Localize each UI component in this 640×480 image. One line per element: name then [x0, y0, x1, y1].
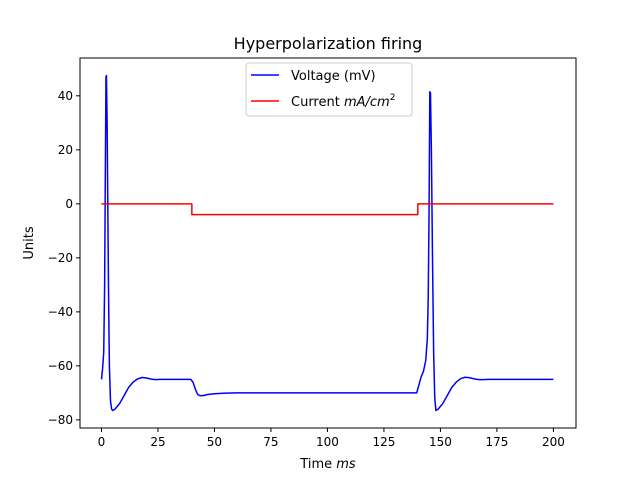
series-layer — [100, 74, 554, 412]
y-tick-label: 20 — [58, 143, 73, 157]
plot-area — [80, 58, 576, 428]
legend-box — [245, 62, 413, 117]
y-tick-label: −20 — [48, 251, 73, 265]
y-axis-ticks: −80 −60 −40 −20 0 20 40 — [48, 89, 80, 427]
y-tick-label: −40 — [48, 305, 73, 319]
y-tick-label: −80 — [48, 413, 73, 427]
x-axis-ticks: 0 25 50 75 100 125 150 175 200 — [98, 428, 565, 449]
legend: Voltage (mV) Current mA/cm2 — [245, 62, 413, 117]
x-axis-label-unit: ms — [336, 457, 356, 472]
x-tick-label: 50 — [207, 435, 222, 449]
y-axis-label: Units — [22, 226, 37, 259]
y-tick-label: −60 — [48, 359, 73, 373]
x-tick-label: 25 — [150, 435, 165, 449]
legend-label-current-sup: 2 — [390, 93, 396, 103]
x-tick-label: 125 — [372, 435, 395, 449]
legend-label-current-math: mA/cm — [344, 95, 390, 110]
chart-title: Hyperpolarization firing — [234, 34, 423, 53]
y-tick-label: 0 — [65, 197, 73, 211]
x-tick-label: 175 — [485, 435, 508, 449]
x-axis-label: Time ms — [299, 457, 356, 472]
series-line-current — [101, 203, 554, 216]
legend-label-current-text: Current — [291, 95, 344, 110]
legend-label-voltage: Voltage (mV) — [291, 69, 376, 84]
series-line-voltage — [100, 74, 554, 412]
x-tick-label: 75 — [263, 435, 278, 449]
plot-frame — [79, 57, 577, 429]
x-tick-label: 200 — [542, 435, 565, 449]
x-tick-label: 150 — [429, 435, 452, 449]
legend-label-current: Current mA/cm2 — [291, 93, 395, 110]
x-tick-label: 0 — [98, 435, 106, 449]
y-tick-label: 40 — [58, 89, 73, 103]
x-tick-label: 100 — [316, 435, 339, 449]
x-axis-label-text: Time — [299, 457, 336, 472]
